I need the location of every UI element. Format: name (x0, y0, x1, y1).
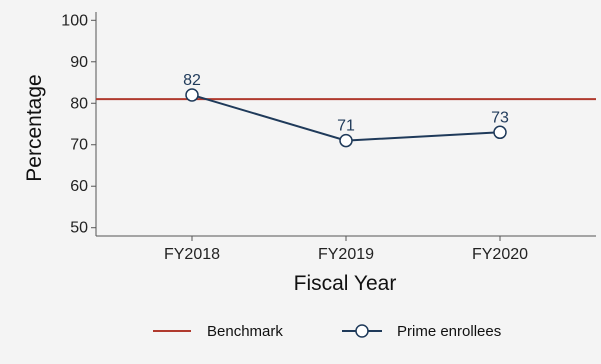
data-label: 73 (491, 109, 509, 126)
y-tick-label: 70 (70, 137, 88, 154)
legend-prime-enrollees-marker (355, 324, 369, 338)
data-point (339, 133, 353, 148)
x-axis: FY2018 FY2019 FY2020 (96, 235, 596, 263)
data-point (493, 125, 507, 140)
x-tick-label: FY2019 (318, 246, 374, 263)
y-axis-title: Percentage (23, 74, 46, 181)
x-tick-label: FY2020 (472, 246, 528, 263)
legend: Benchmark Prime enrollees (153, 323, 501, 340)
x-tick-label: FY2018 (164, 246, 220, 263)
y-tick-label: 50 (70, 220, 88, 237)
data-label: 71 (337, 118, 355, 135)
plot-area: 82 71 73 (96, 72, 596, 148)
data-label: 82 (183, 72, 201, 89)
y-tick-label: 80 (70, 95, 88, 112)
x-axis-title: Fiscal Year (294, 272, 397, 295)
legend-benchmark-label: Benchmark (207, 323, 283, 340)
y-tick-label: 60 (70, 178, 88, 195)
y-tick-label: 100 (61, 12, 88, 29)
legend-prime-enrollees-label: Prime enrollees (397, 323, 501, 340)
y-axis: 50 60 70 80 90 100 (61, 12, 97, 237)
data-point (185, 88, 199, 102)
y-tick-label: 90 (70, 54, 88, 71)
